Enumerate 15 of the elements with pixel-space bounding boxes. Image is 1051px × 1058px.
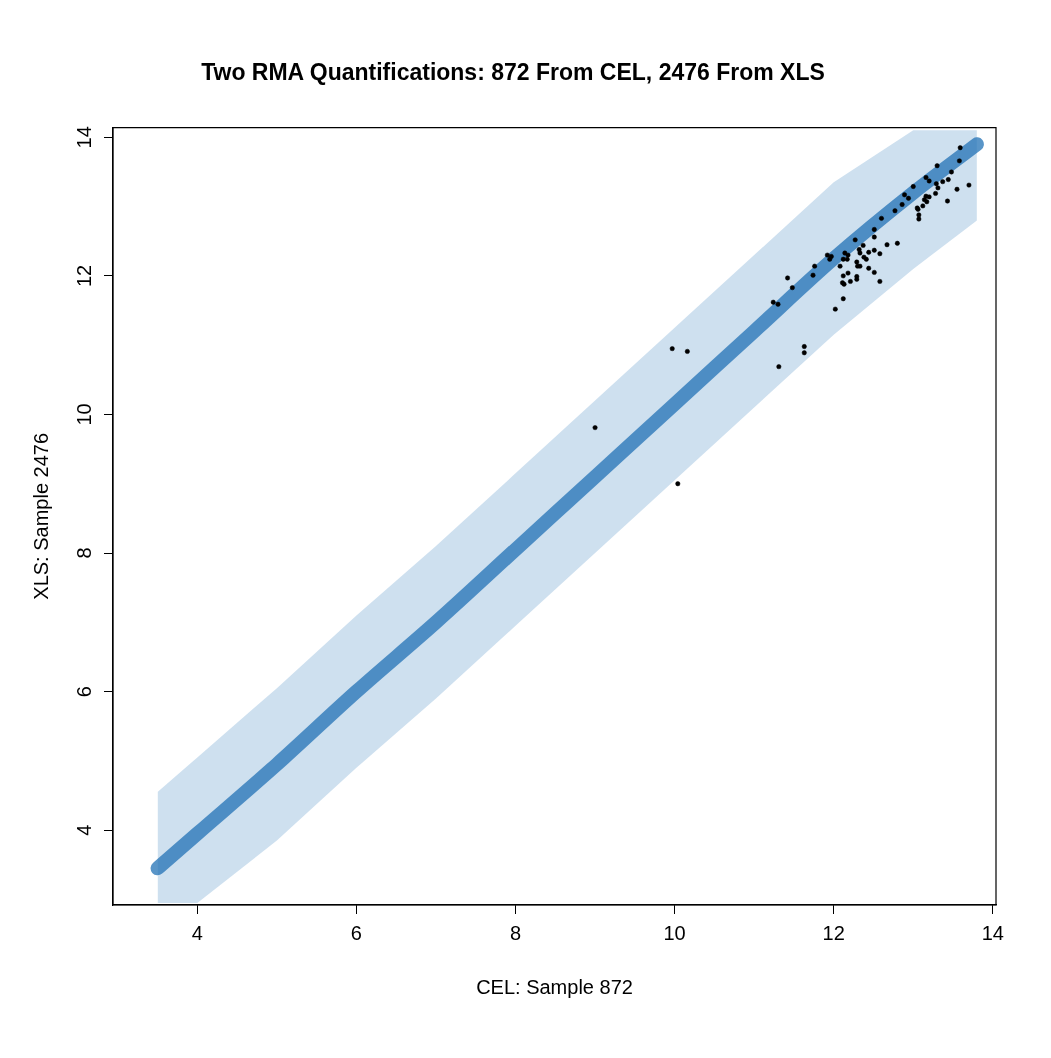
y-tick-label: 14	[72, 126, 95, 149]
x-tick-label: 14	[981, 921, 1004, 944]
y-axis-title: XLS: Sample 2476	[29, 432, 52, 600]
chart-title: Two RMA Quantifications: 872 From CEL, 2476 From XLS	[201, 59, 825, 86]
x-tick-label: 12	[822, 921, 845, 944]
y-tick-label: 10	[72, 403, 95, 426]
x-tick-label: 10	[663, 921, 686, 944]
x-tick-label: 4	[191, 921, 203, 944]
x-axis-title: CEL: Sample 872	[476, 975, 633, 998]
y-tick-label: 12	[72, 264, 95, 287]
y-tick-label: 8	[72, 547, 95, 559]
x-tick-label: 8	[509, 921, 522, 944]
x-tick-label: 6	[350, 921, 362, 944]
y-tick-label: 4	[72, 824, 95, 836]
y-tick-label: 6	[72, 686, 95, 698]
